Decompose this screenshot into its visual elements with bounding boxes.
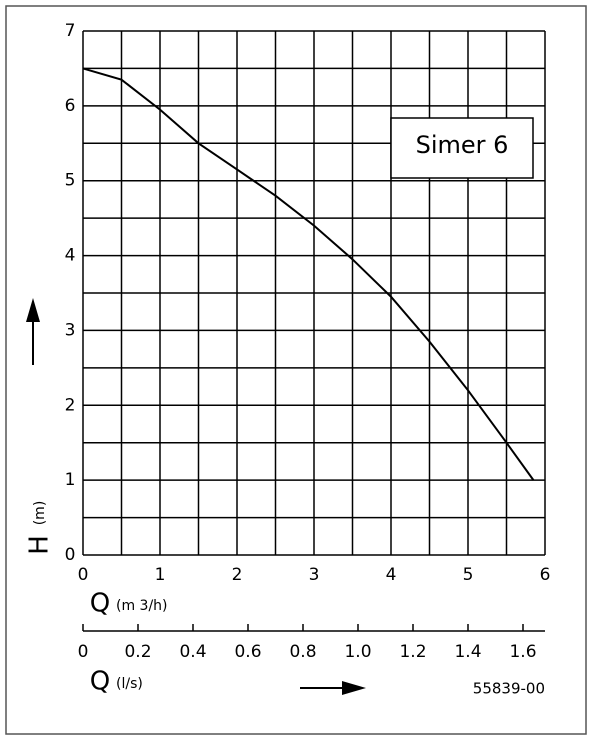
x-tick-label: 4: [386, 565, 397, 585]
arrow-right-head: [342, 681, 366, 695]
x2-tick-label: 0: [78, 642, 89, 662]
x2-tick-label: 0.8: [289, 642, 316, 662]
y-tick-label: 2: [65, 395, 76, 415]
annotation: Simer 6: [416, 131, 509, 159]
y-tick-label: 6: [65, 96, 76, 116]
x2-tick-label: 1.6: [509, 642, 536, 662]
x-tick-label: 1: [155, 565, 166, 585]
y-tick-label: 0: [65, 545, 76, 565]
y-tick-label: 7: [65, 21, 76, 41]
x2-tick-label: 0.6: [234, 642, 261, 662]
y-tick-label: 3: [65, 320, 76, 340]
x2-unit: (l/s): [116, 676, 143, 692]
x-tick-label: 3: [309, 565, 320, 585]
x2-tick-label: 0.2: [124, 642, 151, 662]
x-tick-label: 6: [540, 565, 551, 585]
y-tick-label: 4: [65, 246, 76, 266]
curve: [82, 67, 535, 481]
y-tick-label: 1: [65, 470, 76, 490]
annotation-box: [390, 117, 534, 179]
x2-tick-label: 1.2: [399, 642, 426, 662]
x2-tick-label: 1.0: [344, 642, 371, 662]
x-tick-label: 2: [232, 565, 243, 585]
x-label: Q: [90, 589, 110, 619]
y-label: H: [25, 535, 55, 555]
x2-label: Q: [90, 667, 110, 697]
x-unit: (m 3/h): [116, 598, 168, 614]
frame: [5, 5, 587, 735]
x2-tick-label: 0.4: [179, 642, 206, 662]
code: 55839-00: [473, 680, 545, 698]
arrow-up-head: [26, 298, 40, 322]
x-tick-label: 0: [78, 565, 89, 585]
y-tick-label: 5: [65, 171, 76, 191]
x-tick-label: 5: [463, 565, 474, 585]
x2-tick-label: 1.4: [454, 642, 481, 662]
y-unit: (m): [32, 501, 48, 526]
